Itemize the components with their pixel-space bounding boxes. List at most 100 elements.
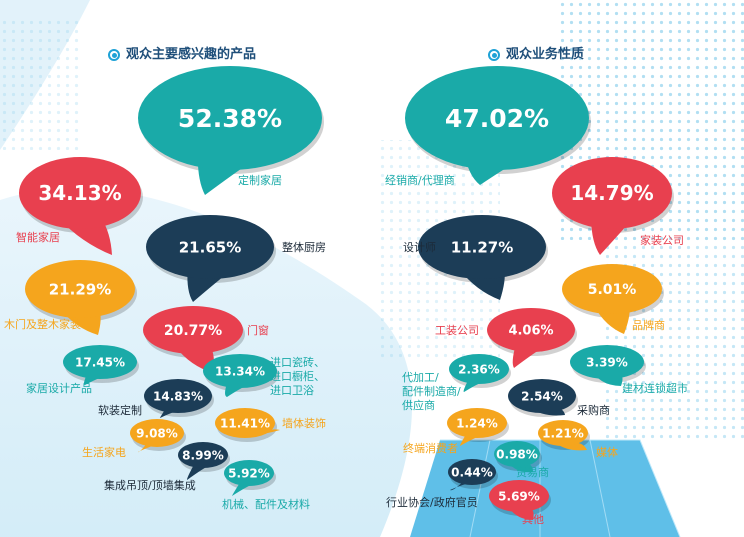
bubble-right-3: 11.27% 设计师 (403, 215, 548, 300)
category-label: 进口瓷砖、进口橱柜、进口卫浴 (270, 355, 325, 397)
data-label: 9.08% (136, 426, 178, 440)
data-label: 52.38% (178, 104, 282, 133)
data-label: 5.01% (588, 282, 637, 298)
bullet-icon (108, 49, 120, 61)
data-label: 20.77% (164, 323, 222, 339)
bubble-left-7: 13.34% 进口瓷砖、进口橱柜、进口卫浴 (203, 354, 325, 397)
bubble-body (448, 459, 496, 485)
bubble-right-10: 1.21% 媒体 (538, 420, 618, 459)
bubble-body (215, 408, 275, 438)
bubble-body (538, 420, 588, 446)
bubble-body (449, 354, 509, 384)
data-label: 11.27% (451, 238, 513, 256)
category-label: 生活家电 (82, 445, 126, 459)
bubble-body (19, 157, 141, 229)
bubble-body (143, 306, 243, 354)
data-label: 5.69% (498, 489, 540, 503)
bubble-tail (186, 464, 212, 480)
bubble-body (552, 157, 672, 229)
bubble-left-3: 21.65% 整体厨房 (146, 215, 326, 302)
bubble-right-12: 0.44% 行业协会/政府官员 (386, 459, 498, 509)
category-label: 其他 (522, 513, 544, 526)
category-label: 集成吊顶/顶墙集成 (104, 478, 196, 492)
data-label: 1.24% (456, 416, 498, 430)
left-chart: 52.38% 定制家居 34.13% 智能家居 21.65% 整体厨房 21.29% 木门及整… (4, 66, 326, 511)
category-label: 采购商 (577, 403, 610, 417)
bubble-left-8: 14.83% 软装定制 (98, 379, 214, 419)
bubble-left-9: 11.41% 墙体装饰 (215, 408, 326, 442)
bubble-left-1: 52.38% 定制家居 (138, 66, 324, 195)
data-label: 0.44% (451, 465, 493, 479)
data-label: 2.54% (521, 389, 563, 403)
category-label: 整体厨房 (282, 240, 326, 254)
data-label: 13.34% (215, 364, 265, 378)
data-label: 21.65% (179, 238, 241, 256)
bubble-right-9: 1.24% 终端消费者 (403, 408, 509, 455)
bubble-body (178, 442, 228, 468)
data-label: 5.92% (228, 466, 270, 480)
bubble-left-2: 34.13% 智能家居 (16, 157, 143, 255)
bubble-body (447, 408, 507, 438)
bubble-body (562, 264, 662, 314)
bubble-body (487, 308, 575, 352)
data-label: 21.29% (49, 280, 111, 298)
category-label: 机械、配件及材料 (222, 497, 310, 511)
right-chart-title-text: 观众业务性质 (506, 47, 585, 62)
bubble-body (508, 379, 576, 413)
data-label: 0.98% (496, 447, 538, 461)
category-label: 家装公司 (640, 233, 684, 247)
bubble-right-2: 14.79% 家装公司 (552, 157, 684, 255)
bubble-left-10: 9.08% 生活家电 (82, 419, 186, 459)
bubble-body (203, 354, 277, 388)
right-chart: 47.02% 经销商/代理商 14.79% 家装公司 11.27% 设计师 5.01% 品牌商… (385, 66, 688, 526)
left-chart-title-text: 观众主要感兴趣的产品 (126, 47, 257, 62)
category-label: 终端消费者 (403, 441, 458, 455)
category-label: 贸易商 (516, 465, 549, 479)
bubble-right-7: 3.39% 建材连锁超市 (570, 345, 688, 395)
data-label: 1.21% (542, 426, 584, 440)
bubble-body (146, 215, 274, 279)
bubble-left-4: 21.29% 木门及整木家装 (4, 260, 137, 335)
bubble-body (130, 419, 184, 447)
data-label: 14.79% (570, 181, 653, 205)
bubble-tail (232, 482, 258, 496)
category-label: 代加工/配件制造商/供应商 (402, 371, 461, 412)
bubble-left-11: 8.99% 集成吊顶/顶墙集成 (104, 442, 230, 492)
bubble-right-1: 47.02% 经销商/代理商 (385, 66, 591, 187)
bubble-left-5: 20.77% 门窗 (143, 306, 269, 373)
bubble-body (144, 379, 212, 413)
bubble-body (418, 215, 546, 279)
bullet-icon (488, 49, 500, 61)
bubble-right-11: 0.98% 贸易商 (494, 441, 549, 479)
bubble-body (224, 460, 274, 486)
category-label: 行业协会/政府官员 (386, 495, 478, 509)
bubble-body (494, 441, 540, 467)
category-label: 经销商/代理商 (385, 173, 455, 187)
bubble-body (489, 480, 549, 512)
category-label: 墙体装饰 (282, 416, 326, 430)
bubble-left-12: 5.92% 机械、配件及材料 (222, 460, 310, 511)
data-label: 11.41% (220, 416, 270, 430)
data-label: 8.99% (182, 448, 224, 462)
bubble-right-6: 2.36%代加工/配件制造商/供应商 (402, 354, 511, 412)
data-label: 17.45% (75, 355, 125, 369)
data-label: 34.13% (38, 181, 121, 205)
category-label: 定制家居 (238, 173, 282, 187)
category-label: 建材连锁超市 (622, 381, 688, 395)
category-label: 智能家居 (16, 230, 60, 244)
bubble-body (25, 260, 135, 318)
category-label: 设计师 (403, 241, 436, 254)
right-chart-title: 观众业务性质 (488, 44, 584, 66)
category-label: 软装定制 (98, 403, 142, 417)
category-label: 家居设计产品 (26, 381, 92, 395)
bubble-left-6: 17.45% 家居设计产品 (26, 345, 139, 395)
data-label: 2.36% (458, 362, 500, 376)
bubble-right-13: 5.69% 其他 (489, 480, 551, 526)
bubble-body (63, 345, 137, 379)
category-label: 媒体 (596, 445, 618, 459)
data-label: 47.02% (445, 104, 549, 133)
left-chart-title: 观众主要感兴趣的产品 (108, 44, 256, 66)
category-label: 门窗 (247, 323, 269, 337)
bubble-right-4: 5.01% 品牌商 (562, 264, 665, 334)
bubble-right-5: 4.06% 工装公司 (435, 308, 577, 368)
